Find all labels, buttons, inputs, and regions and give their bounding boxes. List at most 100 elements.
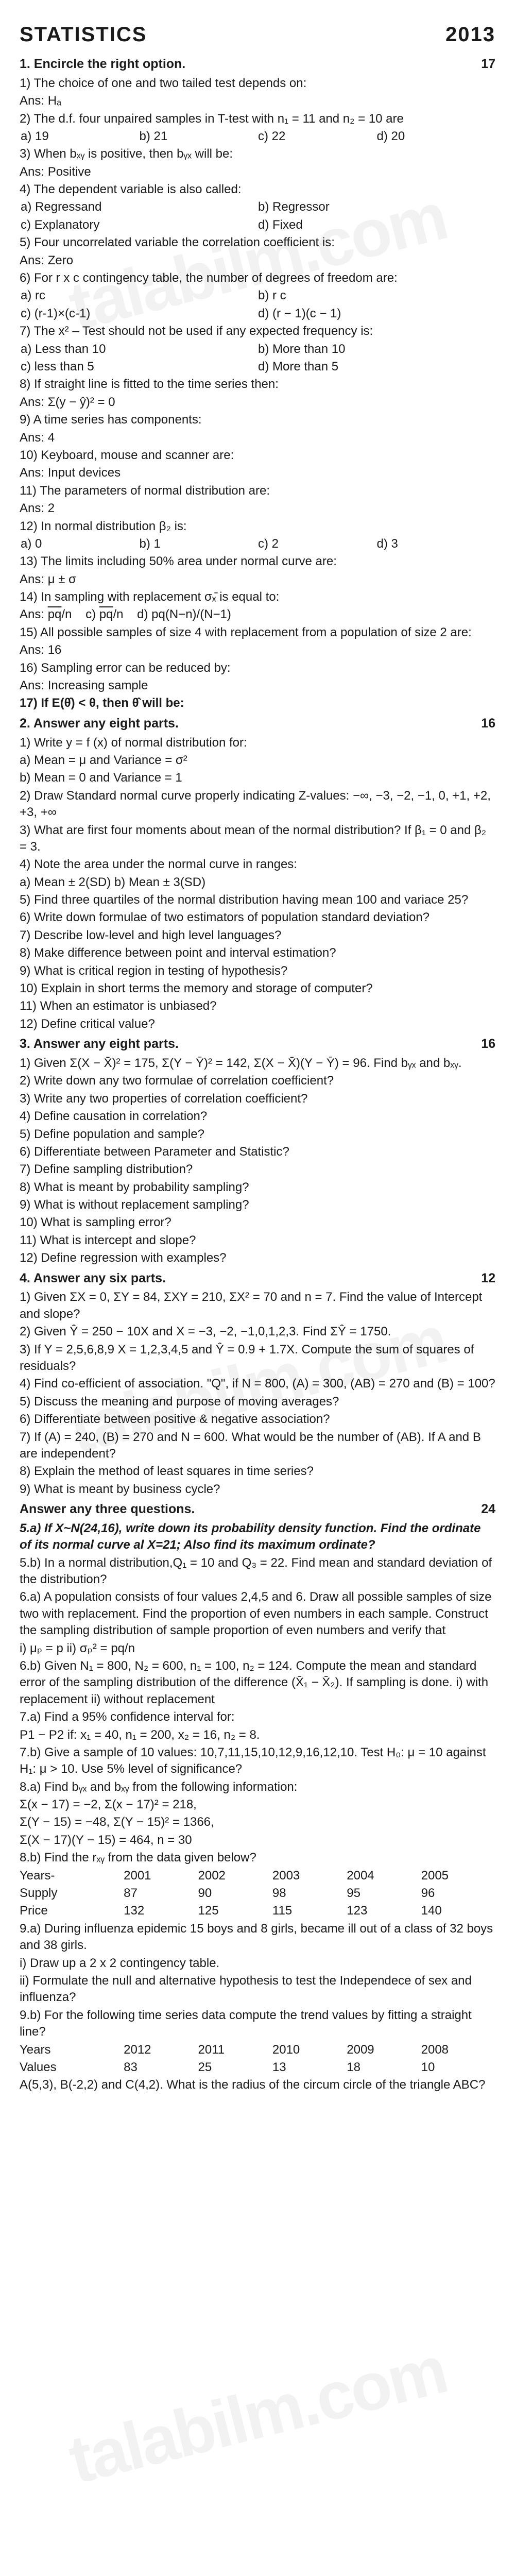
section-title: 4. Answer any six parts. <box>20 1270 166 1287</box>
part: 5.a) If X~N(24,16), write down its proba… <box>20 1520 495 1554</box>
option: a) rc <box>21 287 258 304</box>
part: 10) Explain in short terms the memory an… <box>20 980 495 997</box>
part: Σ(x − 17) = −2, Σ(x − 17)² = 218, <box>20 1797 495 1813</box>
section-marks: 16 <box>481 715 495 733</box>
part: i) μₚ = p ii) σₚ² = pq/n <box>20 1640 495 1657</box>
table-cell: 125 <box>198 1903 272 1919</box>
question: 3) When bₓᵧ is positive, then bᵧₓ will b… <box>20 146 495 162</box>
option: a) Less than 10 <box>21 341 258 358</box>
table-cell: 95 <box>347 1885 421 1902</box>
part: a) Mean ± 2(SD) b) Mean ± 3(SD) <box>20 874 495 891</box>
table-cell: 13 <box>272 2059 347 2076</box>
answer: Ans: Zero <box>20 252 495 269</box>
part: Σ(Y − 15) = −48, Σ(Y − 15)² = 1366, <box>20 1814 495 1831</box>
answer: Ans: 16 <box>20 642 495 658</box>
part: 6) Differentiate between Parameter and S… <box>20 1144 495 1160</box>
part: Σ(X − 17)(Y − 15) = 464, n = 30 <box>20 1832 495 1849</box>
part: 8) Explain the method of least squares i… <box>20 1463 495 1480</box>
part: 8) Make difference between point and int… <box>20 945 495 961</box>
table-cell: Supply <box>20 1885 124 1902</box>
table-cell: Price <box>20 1903 124 1919</box>
part: 9) What is critical region in testing of… <box>20 963 495 979</box>
watermark: talabilm.com <box>60 2325 455 2505</box>
options: c) less than 5 d) More than 5 <box>21 359 495 375</box>
part: 12) Define critical value? <box>20 1016 495 1032</box>
part: 5) Define population and sample? <box>20 1126 495 1143</box>
part: 8.b) Find the rₓᵧ from the data given be… <box>20 1850 495 1866</box>
part: A(5,3), B(-2,2) and C(4,2). What is the … <box>20 2077 495 2093</box>
table-cell: 10 <box>421 2059 495 2076</box>
section-marks: 12 <box>481 1270 495 1287</box>
part: 2) Given Ŷ = 250 − 10X and X = −3, −2, −… <box>20 1324 495 1340</box>
question: 5) Four uncorrelated variable the correl… <box>20 234 495 251</box>
table-cell: 90 <box>198 1885 272 1902</box>
question: 12) In normal distribution β₂ is: <box>20 518 495 535</box>
table-row: Values 83 25 13 18 10 <box>20 2059 495 2076</box>
option: c) Explanatory <box>21 217 258 233</box>
part: 4) Note the area under the normal curve … <box>20 856 495 873</box>
part: 9) What is without replacement sampling? <box>20 1197 495 1213</box>
table-cell: 123 <box>347 1903 421 1919</box>
option: c) (r-1)×(c-1) <box>21 306 258 322</box>
option: d) 20 <box>377 128 496 145</box>
part: 6) Differentiate between positive & nega… <box>20 1411 495 1428</box>
table-cell: 140 <box>421 1903 495 1919</box>
answer: Ans: Positive <box>20 164 495 180</box>
part: 10) What is sampling error? <box>20 1214 495 1231</box>
part: 8) What is meant by probability sampling… <box>20 1179 495 1196</box>
table-cell: 96 <box>421 1885 495 1902</box>
table-cell: 2011 <box>198 2042 272 2058</box>
question: 1) The choice of one and two tailed test… <box>20 75 495 92</box>
table-row: Years- 2001 2002 2003 2004 2005 <box>20 1868 495 1884</box>
part: b) Mean = 0 and Variance = 1 <box>20 770 495 786</box>
part: 9.b) For the following time series data … <box>20 2007 495 2041</box>
table-row: Years 2012 2011 2010 2009 2008 <box>20 2042 495 2058</box>
part: 9.a) During influenza epidemic 15 boys a… <box>20 1921 495 1954</box>
table-cell: Years- <box>20 1868 124 1884</box>
table-cell: 2008 <box>421 2042 495 2058</box>
options: c) Explanatory d) Fixed <box>21 217 495 233</box>
section-5-header: Answer any three questions. 24 <box>20 1501 495 1518</box>
question: 4) The dependent variable is also called… <box>20 181 495 198</box>
options: a) Regressand b) Regressor <box>21 199 495 215</box>
table-cell: 2010 <box>272 2042 347 2058</box>
part: 11) What is intercept and slope? <box>20 1232 495 1249</box>
part: 7.a) Find a 95% confidence interval for: <box>20 1709 495 1725</box>
part: 1) Given Σ(X − X̄)² = 175, Σ(Y − Ȳ)² = 1… <box>20 1055 495 1072</box>
options: a) 19 b) 21 c) 22 d) 20 <box>21 128 495 145</box>
part: a) Mean = μ and Variance = σ² <box>20 752 495 769</box>
part: 4) Define causation in correlation? <box>20 1108 495 1125</box>
options: c) (r-1)×(c-1) d) (r − 1)(c − 1) <box>21 306 495 322</box>
table-cell: Years <box>20 2042 124 2058</box>
option: a) Regressand <box>21 199 258 215</box>
table-cell: 2003 <box>272 1868 347 1884</box>
options: a) rc b) r c <box>21 287 495 304</box>
options: a) 0 b) 1 c) 2 d) 3 <box>21 536 495 552</box>
question: 7) The x² – Test should not be used if a… <box>20 323 495 340</box>
options: a) Less than 10 b) More than 10 <box>21 341 495 358</box>
table-row: Price 132 125 115 123 140 <box>20 1903 495 1919</box>
part: 11) When an estimator is unbiased? <box>20 998 495 1014</box>
section-marks: 16 <box>481 1036 495 1053</box>
section-marks: 17 <box>481 56 495 73</box>
part: 6.b) Given N₁ = 800, N₂ = 600, n₁ = 100,… <box>20 1658 495 1708</box>
option: d) More than 5 <box>258 359 495 375</box>
question: 11) The parameters of normal distributio… <box>20 483 495 499</box>
answer: Ans: Input devices <box>20 465 495 481</box>
option: a) 0 <box>21 536 140 552</box>
part: ii) Formulate the null and alternative h… <box>20 1973 495 2006</box>
exam-page: talabilm.com talabilm.com talabilm.com S… <box>0 0 515 2576</box>
page-header: STATISTICS 2013 <box>20 21 495 48</box>
part: i) Draw up a 2 x 2 contingency table. <box>20 1955 495 1972</box>
answer: Ans: Hₐ <box>20 93 495 109</box>
part: 7) Define sampling distribution? <box>20 1161 495 1178</box>
option: a) 19 <box>21 128 140 145</box>
part: 8.a) Find bᵧₓ and bₓᵧ from the following… <box>20 1779 495 1795</box>
part: 6.a) A population consists of four value… <box>20 1589 495 1639</box>
table-cell: 25 <box>198 2059 272 2076</box>
part: 2) Draw Standard normal curve properly i… <box>20 788 495 821</box>
option: d) (r − 1)(c − 1) <box>258 306 495 322</box>
answer: Ans: Σ(y − ŷ)² = 0 <box>20 394 495 411</box>
table-cell: 98 <box>272 1885 347 1902</box>
table-cell: 115 <box>272 1903 347 1919</box>
